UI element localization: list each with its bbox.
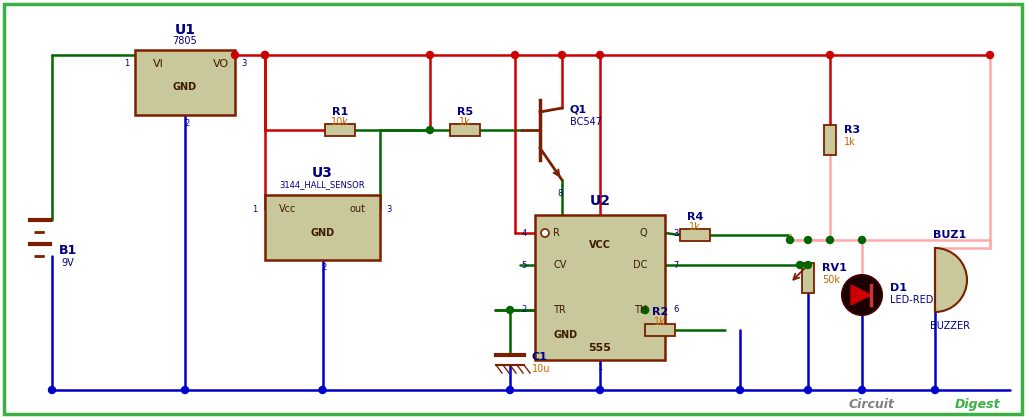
Text: 1k: 1k	[844, 137, 856, 147]
Text: DC: DC	[633, 260, 647, 270]
Text: Circuit: Circuit	[849, 398, 895, 411]
FancyBboxPatch shape	[325, 124, 355, 136]
Text: 3144_HALL_SENSOR: 3144_HALL_SENSOR	[280, 181, 365, 189]
Text: R3: R3	[844, 125, 860, 135]
Text: C1: C1	[532, 352, 548, 362]
Text: 2: 2	[185, 118, 190, 127]
Text: RV1: RV1	[822, 263, 846, 273]
Circle shape	[787, 237, 793, 244]
Text: 1k: 1k	[655, 317, 666, 327]
Text: 9V: 9V	[62, 258, 74, 268]
Text: 3: 3	[241, 59, 246, 69]
Text: 3: 3	[386, 204, 391, 214]
FancyBboxPatch shape	[450, 124, 480, 136]
FancyBboxPatch shape	[802, 263, 814, 293]
Circle shape	[804, 387, 812, 393]
FancyBboxPatch shape	[645, 324, 675, 336]
Circle shape	[859, 387, 866, 393]
Circle shape	[842, 275, 882, 315]
Circle shape	[427, 51, 434, 59]
Text: Q1: Q1	[570, 105, 587, 115]
Text: B1: B1	[58, 244, 77, 257]
Text: 7: 7	[673, 260, 678, 270]
Circle shape	[507, 387, 513, 393]
Circle shape	[262, 51, 269, 59]
Circle shape	[596, 51, 603, 59]
Polygon shape	[851, 285, 871, 305]
Text: 555: 555	[589, 343, 611, 353]
Text: LED-RED: LED-RED	[890, 295, 934, 305]
Circle shape	[859, 237, 866, 244]
Text: TH: TH	[634, 305, 647, 315]
Circle shape	[512, 51, 518, 59]
Circle shape	[932, 387, 939, 393]
Circle shape	[541, 229, 549, 237]
FancyBboxPatch shape	[135, 50, 235, 115]
Text: R4: R4	[686, 212, 703, 222]
Text: Vcc: Vcc	[279, 204, 297, 214]
Text: GND: GND	[173, 82, 197, 92]
Text: GND: GND	[311, 227, 334, 237]
Text: BC547: BC547	[570, 117, 602, 127]
FancyBboxPatch shape	[680, 229, 710, 241]
Circle shape	[182, 387, 189, 393]
Text: U3: U3	[312, 166, 333, 180]
FancyBboxPatch shape	[535, 215, 665, 360]
Circle shape	[827, 237, 833, 244]
Text: R5: R5	[457, 107, 473, 117]
Text: 3: 3	[673, 229, 678, 237]
Circle shape	[232, 51, 238, 59]
FancyBboxPatch shape	[824, 125, 836, 155]
Circle shape	[319, 387, 326, 393]
Text: Q: Q	[639, 228, 647, 238]
Text: Digest: Digest	[954, 398, 1000, 411]
Text: R2: R2	[652, 307, 668, 317]
Circle shape	[827, 51, 833, 59]
Text: 6: 6	[673, 306, 678, 314]
Text: R: R	[553, 228, 560, 238]
Circle shape	[596, 387, 603, 393]
Circle shape	[262, 51, 269, 59]
Circle shape	[641, 306, 648, 314]
Text: BUZZER: BUZZER	[930, 321, 970, 331]
Circle shape	[427, 127, 434, 133]
Circle shape	[796, 262, 803, 268]
Text: R1: R1	[331, 107, 348, 117]
FancyBboxPatch shape	[265, 195, 380, 260]
Text: VO: VO	[213, 59, 229, 69]
Circle shape	[804, 237, 812, 244]
Text: 1k: 1k	[689, 222, 701, 232]
Text: U1: U1	[174, 23, 196, 37]
Text: 10k: 10k	[331, 117, 349, 127]
Text: GND: GND	[553, 330, 577, 340]
Text: 4: 4	[522, 229, 527, 237]
Text: 2: 2	[322, 263, 327, 273]
Text: 1: 1	[251, 204, 256, 214]
Circle shape	[804, 262, 812, 268]
Text: 10u: 10u	[532, 364, 551, 374]
Text: out: out	[350, 204, 366, 214]
Text: 5: 5	[522, 260, 527, 270]
Text: 50k: 50k	[822, 275, 840, 285]
Circle shape	[48, 387, 55, 393]
Text: BUZ1: BUZ1	[934, 230, 966, 240]
Text: 1: 1	[597, 364, 602, 372]
Text: 1: 1	[124, 59, 129, 69]
Text: 8: 8	[557, 189, 562, 197]
Text: VI: VI	[153, 59, 164, 69]
Circle shape	[737, 387, 744, 393]
Circle shape	[507, 306, 513, 314]
Wedge shape	[935, 248, 966, 312]
Text: TR: TR	[553, 305, 565, 315]
Text: CV: CV	[553, 260, 566, 270]
Text: 2: 2	[522, 306, 527, 314]
Circle shape	[558, 51, 565, 59]
Text: U2: U2	[590, 194, 610, 208]
Text: 1k: 1k	[459, 117, 471, 127]
Circle shape	[641, 306, 648, 314]
Text: 7805: 7805	[172, 36, 197, 46]
Text: D1: D1	[890, 283, 907, 293]
Text: VCC: VCC	[589, 240, 611, 250]
Circle shape	[987, 51, 993, 59]
